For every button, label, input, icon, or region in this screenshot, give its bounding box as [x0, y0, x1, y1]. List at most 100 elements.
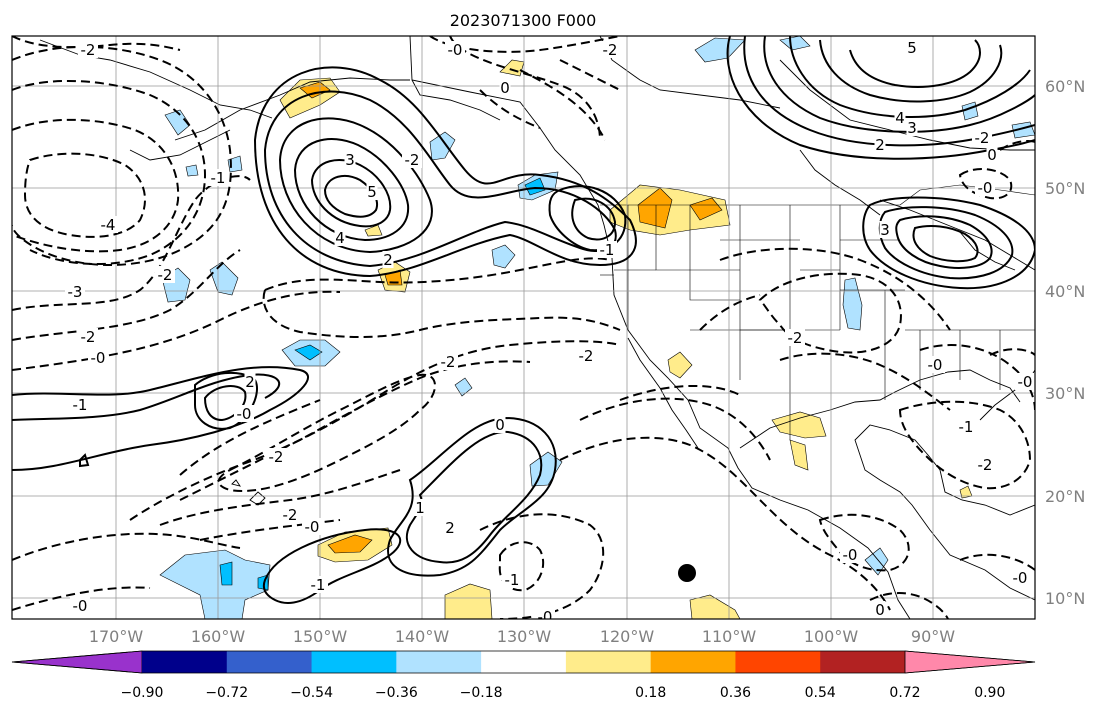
contour-label-bg	[78, 41, 98, 58]
contour-label: -2	[579, 347, 594, 365]
colorbar-tick-label: −0.36	[375, 685, 418, 701]
colorbar-tick-label: 0.90	[974, 685, 1005, 701]
contour-label: -2	[269, 448, 284, 466]
colorbar-tick-label: −0.54	[290, 685, 333, 701]
contour-label-bg	[302, 518, 322, 535]
contour-label-bg	[986, 146, 998, 163]
contour-label-bg	[975, 179, 995, 196]
contour-label-bg	[208, 169, 228, 186]
lat-tick-labels: 60°N 50°N 40°N 30°N 20°N 10°N	[1045, 77, 1085, 608]
contour-label: -0	[1018, 373, 1033, 391]
colorbar-segment	[396, 651, 482, 673]
contour-label: 5	[367, 183, 377, 201]
lon-label: 120°W	[600, 627, 655, 646]
contour-label: -2	[441, 353, 456, 371]
contour-label: -0	[73, 597, 88, 615]
lat-label: 30°N	[1045, 384, 1085, 403]
lon-tick-labels: 170°W 160°W 150°W 140°W 130°W 120°W 110°…	[89, 627, 955, 646]
colorbar-tick-label: −0.18	[460, 685, 503, 701]
colorbar-outline	[11, 650, 1036, 674]
contour-label-bg	[840, 546, 860, 563]
contour-label-bg	[382, 251, 394, 268]
contour-label-bg	[445, 41, 465, 58]
contour-label: -2	[978, 456, 993, 474]
lat-label: 20°N	[1045, 487, 1085, 506]
contour-label: -1	[311, 576, 326, 594]
map-frame	[11, 35, 1036, 620]
contour-label: -0	[843, 546, 858, 564]
contour-label: -2	[158, 266, 173, 284]
contour-label: 2	[383, 251, 393, 269]
location-marker	[678, 564, 696, 582]
contour-label: -2	[283, 506, 298, 524]
contour-label-bg	[879, 221, 891, 238]
contour-label: -0	[978, 179, 993, 197]
contour-label: -2	[81, 328, 96, 346]
contour-label-bg	[78, 328, 98, 345]
colorbar-tick-label: −0.72	[205, 685, 248, 701]
lon-label: 150°W	[293, 627, 348, 646]
gridlines	[12, 36, 1035, 619]
colorbar-segment	[226, 651, 313, 673]
contour-label-bg	[280, 506, 300, 523]
contour-label: -0	[237, 405, 252, 423]
contour-label-bg	[499, 79, 511, 96]
contour-label: 0	[875, 601, 885, 619]
contour-label-bg	[906, 119, 918, 136]
contour-label-bg	[975, 456, 995, 473]
map-title: 2023071300 F000	[450, 11, 597, 30]
contour-label-bg	[576, 347, 596, 364]
contour-label: 0	[987, 146, 997, 164]
contour-label-bg	[65, 283, 85, 300]
contour-label: 3	[345, 151, 355, 169]
contour-label-bg	[308, 576, 328, 593]
contour-label: -1	[211, 169, 226, 187]
colorbar-tick-labels: −0.90 −0.72 −0.54 −0.36 −0.18 0.18 0.36 0.54 0.7…	[121, 685, 1006, 701]
contour-label-bg	[438, 353, 458, 370]
contour-label: -2	[81, 41, 96, 59]
lon-label: 100°W	[804, 627, 859, 646]
contour-label-bg	[155, 266, 175, 283]
contour-label: 2	[875, 136, 885, 154]
contour-label-bg	[894, 109, 906, 126]
contour-label-bg	[334, 229, 346, 246]
contour-label-bg	[494, 416, 506, 433]
colorbar-segment	[481, 651, 567, 673]
contour-label: -2	[975, 129, 990, 147]
contour-label-bg	[266, 448, 286, 465]
contour-label: 4	[895, 109, 905, 127]
contour-label: -1	[505, 571, 520, 589]
contour-label-bg	[535, 608, 555, 619]
colorbar-extend-high	[904, 650, 1036, 674]
contour-label-bg	[906, 39, 918, 56]
colorbar-segment	[311, 651, 397, 673]
contour-label-bg	[597, 241, 617, 258]
contour-label: 1	[415, 499, 425, 517]
contour-label: -1	[73, 396, 88, 414]
state-borders	[600, 184, 1035, 440]
negative-contours	[12, 36, 1035, 619]
contour-label: 2	[445, 519, 455, 537]
lat-label: 60°N	[1045, 77, 1085, 96]
contour-label: 3	[907, 119, 917, 137]
lon-label: 140°W	[395, 627, 450, 646]
contour-label-bg	[925, 356, 945, 373]
contour-label: -4	[101, 216, 116, 234]
contour-label: -0	[448, 41, 463, 59]
contour-label-bg	[366, 183, 378, 200]
lon-label: 160°W	[191, 627, 246, 646]
contour-label-bg	[98, 216, 118, 233]
lat-label: 10°N	[1045, 589, 1085, 608]
contour-label: 4	[335, 229, 345, 247]
colorbar-tick-label: 0.72	[889, 685, 920, 701]
contour-label: 2	[245, 373, 255, 391]
contour-label-bg	[874, 601, 886, 618]
contour-label: -0	[305, 518, 320, 536]
contour-label: -3	[68, 283, 83, 301]
contour-label: 5	[907, 39, 917, 57]
contour-label: -0	[91, 349, 106, 367]
contour-label: -2	[603, 41, 618, 59]
contour-label-bg	[1015, 373, 1035, 390]
contour-label-bg	[502, 571, 522, 588]
colorbar-tick-label: 0.36	[720, 685, 751, 701]
